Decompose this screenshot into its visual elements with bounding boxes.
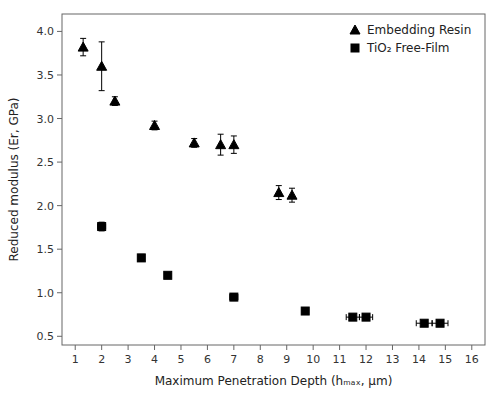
point bbox=[436, 319, 444, 327]
x-tick-label: 11 bbox=[333, 353, 347, 366]
point bbox=[137, 254, 145, 262]
x-tick-label: 1 bbox=[72, 353, 79, 366]
y-tick bbox=[57, 292, 62, 293]
x-error-bar bbox=[230, 294, 238, 300]
x-tick bbox=[128, 345, 129, 350]
y-tick-label: 3.0 bbox=[37, 113, 55, 126]
x-error-bar bbox=[98, 224, 106, 230]
x-tick bbox=[180, 345, 181, 350]
x-error-bar bbox=[302, 308, 308, 314]
x-tick bbox=[366, 345, 367, 350]
y-tick bbox=[57, 31, 62, 32]
x-tick-label: 8 bbox=[257, 353, 264, 366]
point bbox=[362, 313, 370, 321]
point bbox=[301, 307, 309, 315]
y-tick bbox=[57, 336, 62, 337]
point bbox=[349, 313, 357, 321]
x-tick bbox=[392, 345, 393, 350]
point bbox=[164, 271, 172, 279]
y-tick bbox=[57, 205, 62, 206]
x-error-bar bbox=[165, 272, 171, 278]
x-tick bbox=[154, 345, 155, 350]
x-tick-label: 12 bbox=[359, 353, 373, 366]
x-error-bar bbox=[346, 314, 359, 320]
y-tick-label: 3.5 bbox=[37, 69, 55, 82]
point bbox=[78, 42, 88, 51]
x-tick bbox=[233, 345, 234, 350]
x-tick bbox=[471, 345, 472, 350]
x-tick bbox=[75, 345, 76, 350]
series bbox=[98, 222, 448, 327]
x-tick-label: 2 bbox=[98, 353, 105, 366]
x-tick bbox=[445, 345, 446, 350]
y-error-bar bbox=[99, 222, 105, 231]
point bbox=[97, 61, 107, 70]
x-axis-label: Maximum Penetration Depth (hₘₐₓ, µm) bbox=[155, 374, 393, 388]
plot-frame bbox=[62, 14, 485, 345]
point bbox=[230, 293, 238, 301]
point bbox=[150, 120, 160, 129]
x-tick-label: 15 bbox=[438, 353, 452, 366]
x-tick-label: 7 bbox=[230, 353, 237, 366]
point bbox=[110, 96, 120, 105]
x-error-bar bbox=[359, 314, 372, 320]
y-tick-label: 2.5 bbox=[37, 156, 55, 169]
point bbox=[274, 188, 284, 197]
x-tick bbox=[286, 345, 287, 350]
y-tick bbox=[57, 249, 62, 250]
y-tick bbox=[57, 74, 62, 75]
point bbox=[189, 138, 199, 147]
axes: 123456789101112131415160.51.01.52.02.53.… bbox=[37, 14, 486, 366]
y-tick-label: 2.0 bbox=[37, 200, 55, 213]
x-tick-label: 5 bbox=[177, 353, 184, 366]
legend-entry: TiO₂ Free-Film bbox=[366, 41, 450, 55]
point bbox=[287, 190, 297, 199]
x-tick bbox=[339, 345, 340, 350]
x-tick bbox=[101, 345, 102, 350]
x-tick bbox=[260, 345, 261, 350]
legend: Embedding Resin TiO₂ Free-Film bbox=[350, 23, 471, 55]
x-tick-label: 6 bbox=[204, 353, 211, 366]
y-tick-label: 1.5 bbox=[37, 243, 55, 256]
series bbox=[78, 38, 297, 202]
x-tick-label: 14 bbox=[412, 353, 426, 366]
x-tick bbox=[418, 345, 419, 350]
x-tick-label: 10 bbox=[306, 353, 320, 366]
x-error-bar bbox=[432, 320, 448, 326]
x-error-bar bbox=[416, 320, 432, 326]
plot-area bbox=[78, 38, 448, 327]
chart: 123456789101112131415160.51.01.52.02.53.… bbox=[0, 0, 500, 395]
y-tick-label: 4.0 bbox=[37, 25, 55, 38]
x-tick bbox=[207, 345, 208, 350]
x-error-bar bbox=[138, 255, 144, 261]
y-axis-label: Reduced modulus (Er, GPa) bbox=[7, 98, 21, 262]
legend-symbol bbox=[351, 44, 359, 52]
x-tick-label: 3 bbox=[125, 353, 132, 366]
x-tick bbox=[313, 345, 314, 350]
legend-entry: Embedding Resin bbox=[367, 23, 471, 37]
y-tick-label: 0.5 bbox=[37, 330, 55, 343]
legend-symbol bbox=[350, 25, 360, 34]
point bbox=[420, 319, 428, 327]
point bbox=[98, 223, 106, 231]
y-error-bar bbox=[138, 254, 144, 261]
point bbox=[216, 140, 226, 149]
y-tick bbox=[57, 162, 62, 163]
x-tick-label: 9 bbox=[283, 353, 290, 366]
x-tick-label: 4 bbox=[151, 353, 158, 366]
y-tick bbox=[57, 118, 62, 119]
x-tick-label: 16 bbox=[465, 353, 479, 366]
y-tick-label: 1.0 bbox=[37, 287, 55, 300]
point bbox=[229, 140, 239, 149]
y-error-bar bbox=[231, 294, 237, 301]
x-tick-label: 13 bbox=[385, 353, 399, 366]
